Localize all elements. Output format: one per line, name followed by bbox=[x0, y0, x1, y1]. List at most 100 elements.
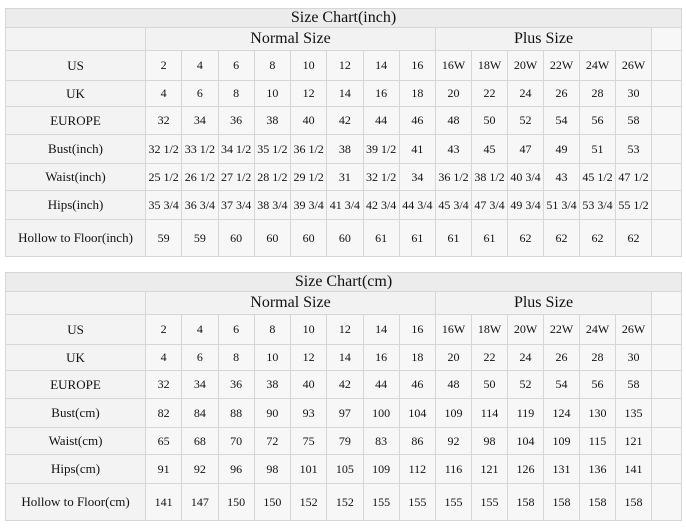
row-label: Hollow to Floor(inch) bbox=[5, 219, 146, 257]
size-cell: 96 bbox=[217, 454, 255, 484]
row-label: UK bbox=[5, 344, 146, 371]
group-header: Plus Size bbox=[435, 291, 652, 315]
size-cell: 44 bbox=[362, 106, 400, 135]
size-cell: 43 bbox=[435, 134, 472, 164]
blank-cell bbox=[650, 50, 683, 81]
size-cell: 38 bbox=[253, 106, 292, 135]
size-cell: 56 bbox=[579, 370, 616, 399]
size-cell: 61 bbox=[398, 219, 437, 257]
row-label: Hips(cm) bbox=[5, 454, 146, 484]
size-cell: 30 bbox=[615, 344, 652, 371]
size-cell: 20 bbox=[435, 80, 472, 107]
size-cell: 38 1/2 bbox=[471, 163, 508, 191]
size-cell: 43 bbox=[543, 163, 580, 191]
size-cell: 40 3/4 bbox=[507, 163, 544, 191]
size-cell: 12 bbox=[289, 344, 328, 371]
size-cell: 68 bbox=[181, 427, 219, 455]
size-cell: 24 bbox=[507, 344, 544, 371]
size-cell: 49 3/4 bbox=[507, 190, 544, 220]
size-cell: 60 bbox=[217, 219, 255, 257]
size-cell: 26W bbox=[615, 314, 652, 345]
group-header: Plus Size bbox=[435, 27, 652, 51]
size-cell: 6 bbox=[181, 344, 219, 371]
size-cell: 61 bbox=[362, 219, 400, 257]
corner-cell bbox=[5, 27, 146, 51]
size-cell: 83 bbox=[362, 427, 400, 455]
size-row: Hips(inch) 35 3/4 36 3/4 37 3/4 38 3/4 39 3/4… bbox=[5, 190, 683, 220]
size-cell: 147 bbox=[181, 483, 219, 521]
blank-cell bbox=[650, 27, 683, 51]
size-cell: 52 bbox=[507, 370, 544, 399]
size-row: US 2 4 6 8 10 12 14 16 16W 18W 20W 22W 24W 26W bbox=[5, 314, 683, 345]
size-cell: 24 bbox=[507, 80, 544, 107]
table-title: Size Chart(cm) bbox=[4, 272, 683, 292]
size-cell: 36 3/4 bbox=[181, 190, 219, 220]
size-cell: 26 bbox=[543, 344, 580, 371]
size-cell: 36 bbox=[217, 370, 255, 399]
row-label: Hollow to Floor(cm) bbox=[5, 483, 146, 521]
size-cell: 56 bbox=[579, 106, 616, 135]
blank-cell bbox=[650, 219, 683, 257]
size-cell: 4 bbox=[144, 344, 183, 371]
size-cell: 28 bbox=[579, 80, 616, 107]
blank-cell bbox=[650, 427, 683, 455]
size-cell: 114 bbox=[471, 398, 508, 428]
size-cell: 27 1/2 bbox=[217, 163, 255, 191]
size-cell: 59 bbox=[144, 219, 183, 257]
size-cell: 14 bbox=[362, 314, 400, 345]
size-cell: 2 bbox=[144, 50, 183, 81]
size-cell: 72 bbox=[253, 427, 292, 455]
size-cell: 150 bbox=[217, 483, 255, 521]
size-row: EUROPE 32 34 36 38 40 42 44 46 48 50 52 54 56 58 bbox=[5, 370, 683, 399]
size-cell: 45 bbox=[471, 134, 508, 164]
size-row: Hips(cm) 91 92 96 98 101 105 109 112 116 121 126 131… bbox=[5, 454, 683, 484]
table-title: Size Chart(inch) bbox=[4, 8, 683, 28]
size-cell: 22W bbox=[543, 50, 580, 81]
size-row: US 2 4 6 8 10 12 14 16 16W 18W 20W 22W 24W 26W bbox=[5, 50, 683, 81]
size-cell: 121 bbox=[615, 427, 652, 455]
size-cell: 51 bbox=[579, 134, 616, 164]
size-cell: 41 bbox=[398, 134, 437, 164]
blank-cell bbox=[650, 398, 683, 428]
size-cell: 158 bbox=[543, 483, 580, 521]
size-cell: 12 bbox=[326, 50, 364, 81]
size-cell: 40 bbox=[289, 370, 328, 399]
size-cell: 6 bbox=[217, 50, 255, 81]
size-cell: 155 bbox=[398, 483, 437, 521]
size-cell: 14 bbox=[362, 50, 400, 81]
blank-cell bbox=[650, 291, 683, 315]
size-cell: 39 1/2 bbox=[362, 134, 400, 164]
size-cell: 8 bbox=[217, 344, 255, 371]
size-cell: 92 bbox=[435, 427, 472, 455]
group-row: Normal Size Plus Size bbox=[5, 27, 683, 51]
size-cell: 42 3/4 bbox=[362, 190, 400, 220]
size-cell: 36 1/2 bbox=[435, 163, 472, 191]
size-row: Waist(inch) 25 1/2 26 1/2 27 1/2 28 1/2 29 1/… bbox=[5, 163, 683, 191]
size-cell: 8 bbox=[253, 314, 292, 345]
size-cell: 58 bbox=[615, 106, 652, 135]
row-label: US bbox=[5, 50, 146, 81]
corner-cell bbox=[5, 291, 146, 315]
size-cell: 97 bbox=[326, 398, 364, 428]
size-cell: 32 bbox=[144, 106, 183, 135]
size-cell: 79 bbox=[326, 427, 364, 455]
size-cell: 158 bbox=[579, 483, 616, 521]
size-cell: 38 bbox=[326, 134, 364, 164]
size-cell: 53 bbox=[615, 134, 652, 164]
size-cell: 54 bbox=[543, 106, 580, 135]
size-cell: 112 bbox=[398, 454, 437, 484]
size-cell: 35 1/2 bbox=[253, 134, 292, 164]
size-cell: 115 bbox=[579, 427, 616, 455]
size-cell: 93 bbox=[289, 398, 328, 428]
size-cell: 2 bbox=[144, 314, 183, 345]
size-cell: 92 bbox=[181, 454, 219, 484]
size-cell: 47 1/2 bbox=[615, 163, 652, 191]
size-cell: 38 3/4 bbox=[253, 190, 292, 220]
size-cell: 4 bbox=[144, 80, 183, 107]
size-cell: 121 bbox=[471, 454, 508, 484]
size-cell: 152 bbox=[289, 483, 328, 521]
row-label: Waist(cm) bbox=[5, 427, 146, 455]
size-cell: 42 bbox=[326, 106, 364, 135]
size-cell: 53 3/4 bbox=[579, 190, 616, 220]
